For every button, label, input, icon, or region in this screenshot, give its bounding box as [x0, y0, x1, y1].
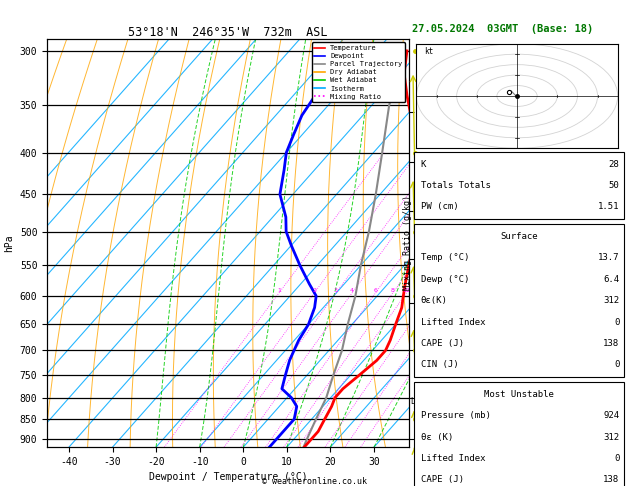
- Text: kt: kt: [425, 47, 434, 56]
- X-axis label: Dewpoint / Temperature (°C): Dewpoint / Temperature (°C): [148, 472, 308, 483]
- Text: 3: 3: [334, 288, 338, 293]
- Text: 6.4: 6.4: [603, 275, 620, 284]
- Text: 28: 28: [609, 160, 620, 169]
- Text: Dewp (°C): Dewp (°C): [421, 275, 469, 284]
- Text: 138: 138: [603, 339, 620, 348]
- Text: 27.05.2024  03GMT  (Base: 18): 27.05.2024 03GMT (Base: 18): [412, 24, 593, 34]
- Text: 312: 312: [603, 296, 620, 305]
- Text: LCL: LCL: [410, 397, 424, 406]
- Text: 1: 1: [277, 288, 281, 293]
- Text: 924: 924: [603, 411, 620, 420]
- Text: Surface: Surface: [500, 232, 538, 241]
- Text: K: K: [421, 160, 426, 169]
- Text: 4: 4: [350, 288, 354, 293]
- Text: 10: 10: [403, 288, 410, 293]
- Text: Temp (°C): Temp (°C): [421, 254, 469, 262]
- Text: Lifted Index: Lifted Index: [421, 454, 485, 463]
- Text: 8: 8: [391, 288, 394, 293]
- Text: 50: 50: [609, 181, 620, 190]
- Text: Mixing Ratio (g/kg): Mixing Ratio (g/kg): [403, 195, 412, 291]
- Text: 0: 0: [614, 360, 620, 369]
- Text: 13.7: 13.7: [598, 254, 620, 262]
- Text: θε(K): θε(K): [421, 296, 447, 305]
- Text: PW (cm): PW (cm): [421, 203, 458, 211]
- Y-axis label: km
ASL: km ASL: [433, 233, 448, 253]
- Text: Most Unstable: Most Unstable: [484, 390, 554, 399]
- Bar: [414, 152, 624, 219]
- Text: 6: 6: [374, 288, 377, 293]
- Text: CAPE (J): CAPE (J): [421, 475, 464, 484]
- Y-axis label: hPa: hPa: [4, 234, 14, 252]
- Text: Pressure (mb): Pressure (mb): [421, 411, 491, 420]
- Text: 0: 0: [614, 317, 620, 327]
- Text: 0: 0: [614, 454, 620, 463]
- Text: 1.51: 1.51: [598, 203, 620, 211]
- Text: 2: 2: [312, 288, 316, 293]
- Text: Lifted Index: Lifted Index: [421, 317, 485, 327]
- Legend: Temperature, Dewpoint, Parcel Trajectory, Dry Adiabat, Wet Adiabat, Isotherm, Mi: Temperature, Dewpoint, Parcel Trajectory…: [311, 42, 405, 103]
- Text: CAPE (J): CAPE (J): [421, 339, 464, 348]
- Text: 138: 138: [603, 475, 620, 484]
- Bar: [414, 225, 624, 377]
- Title: 53°18'N  246°35'W  732m  ASL: 53°18'N 246°35'W 732m ASL: [128, 26, 328, 39]
- Text: θε (K): θε (K): [421, 433, 453, 442]
- Text: © weatheronline.co.uk: © weatheronline.co.uk: [262, 477, 367, 486]
- Text: 312: 312: [603, 433, 620, 442]
- Text: Totals Totals: Totals Totals: [421, 181, 491, 190]
- Text: CIN (J): CIN (J): [421, 360, 458, 369]
- Bar: [414, 382, 624, 486]
